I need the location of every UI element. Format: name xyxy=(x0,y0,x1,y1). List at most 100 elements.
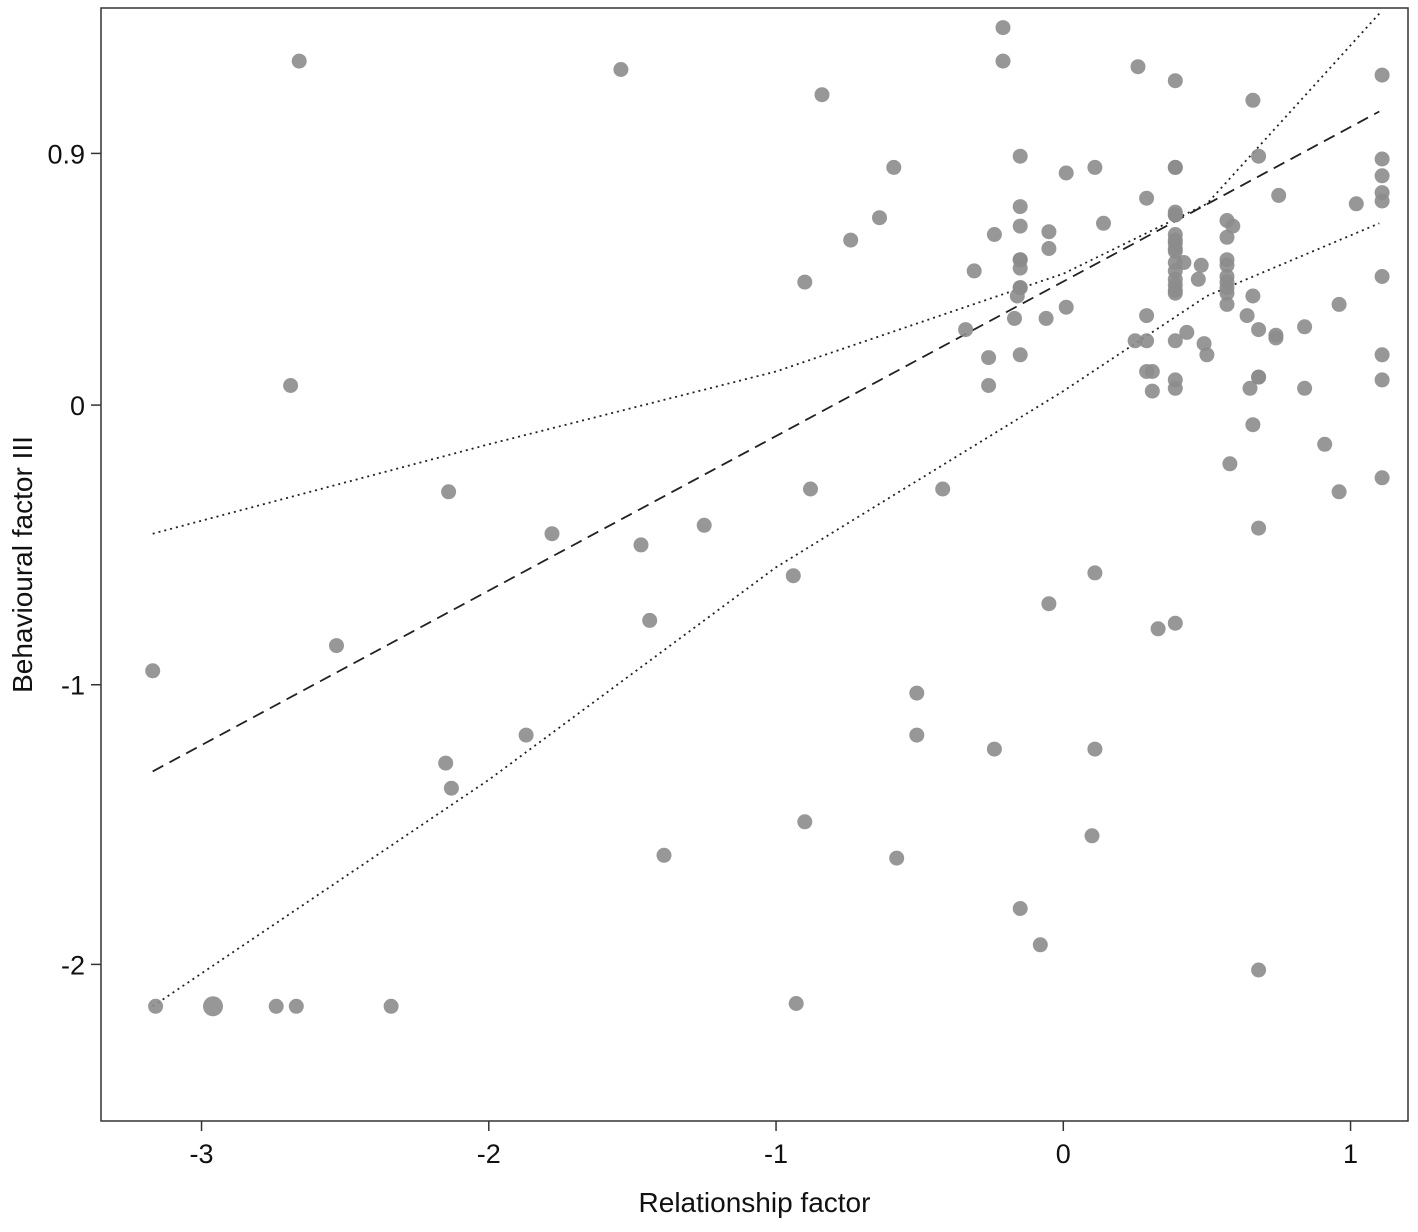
data-point xyxy=(785,568,801,584)
data-point xyxy=(1167,159,1183,175)
data-point xyxy=(1084,828,1100,844)
data-point xyxy=(788,996,804,1011)
data-point xyxy=(1041,241,1057,256)
data-point xyxy=(1041,224,1057,240)
data-point xyxy=(1167,207,1183,223)
data-point xyxy=(1219,229,1235,245)
data-point xyxy=(1374,372,1390,388)
lower-confidence-line xyxy=(152,222,1380,1008)
data-point xyxy=(935,481,951,497)
y-tick-label: 0 xyxy=(70,391,85,421)
data-point xyxy=(981,378,997,393)
data-point xyxy=(696,517,712,533)
data-point xyxy=(329,638,344,654)
data-point xyxy=(1251,322,1267,338)
data-point xyxy=(656,847,672,863)
data-point xyxy=(995,20,1011,36)
data-point xyxy=(1374,347,1390,363)
data-point xyxy=(1374,151,1390,167)
data-point xyxy=(1331,296,1347,312)
data-point xyxy=(1348,196,1364,212)
data-point xyxy=(1297,380,1313,396)
data-point xyxy=(1374,269,1390,284)
data-point xyxy=(438,755,454,771)
data-point xyxy=(1239,308,1255,324)
data-point xyxy=(1139,333,1155,349)
data-point xyxy=(958,322,974,338)
data-point xyxy=(1193,257,1209,273)
data-point xyxy=(1317,436,1333,452)
data-point xyxy=(1038,310,1054,326)
data-point xyxy=(1268,330,1284,346)
data-point xyxy=(1245,92,1261,108)
data-point xyxy=(1012,148,1028,164)
x-tick-label: 1 xyxy=(1343,1139,1358,1169)
data-point xyxy=(613,62,629,77)
data-point xyxy=(1245,417,1261,433)
data-point xyxy=(1245,288,1261,304)
data-point xyxy=(291,53,307,69)
x-tick-label: 0 xyxy=(1056,1139,1071,1169)
data-point xyxy=(544,526,560,542)
data-point xyxy=(1144,383,1160,399)
data-point xyxy=(443,780,459,796)
data-point xyxy=(803,481,818,497)
data-point xyxy=(1374,67,1390,83)
data-point xyxy=(1087,565,1103,581)
data-point xyxy=(1058,299,1074,315)
data-point xyxy=(283,378,299,393)
data-point xyxy=(1179,324,1195,340)
data-point xyxy=(1167,243,1183,259)
data-point xyxy=(1374,470,1390,486)
data-point xyxy=(909,727,925,743)
data-point xyxy=(966,263,982,279)
data-point xyxy=(1058,165,1074,181)
data-point xyxy=(1374,168,1390,184)
y-tick-label: -2 xyxy=(61,950,85,980)
data-point xyxy=(1127,333,1143,349)
data-point xyxy=(995,53,1011,69)
y-tick-label: -1 xyxy=(61,671,85,701)
data-point xyxy=(1219,257,1235,273)
data-point xyxy=(1009,288,1025,304)
data-point xyxy=(1012,218,1028,234)
data-point xyxy=(268,998,284,1014)
data-point xyxy=(1007,310,1022,326)
x-tick-label: -2 xyxy=(477,1139,501,1169)
data-point xyxy=(909,685,925,701)
data-point xyxy=(886,159,902,175)
data-point xyxy=(1087,159,1103,175)
data-point xyxy=(981,350,997,366)
data-point xyxy=(986,741,1002,757)
data-point xyxy=(383,998,399,1014)
data-point xyxy=(1041,596,1057,612)
data-point xyxy=(203,996,223,1017)
data-point xyxy=(1251,962,1267,978)
data-point xyxy=(1222,456,1238,472)
data-point xyxy=(288,998,304,1014)
x-tick-label: -3 xyxy=(190,1139,214,1169)
axes: -3 -2 -1 0 1 -2 -1 0 0.9 xyxy=(47,139,1358,1169)
data-point xyxy=(1219,296,1235,312)
data-point xyxy=(1196,336,1212,352)
y-axis-title: Behavioural factor III xyxy=(7,436,38,693)
data-point xyxy=(1130,59,1146,75)
data-point xyxy=(1242,380,1258,396)
data-point xyxy=(1150,621,1166,637)
y-tick-label: 0.9 xyxy=(47,139,85,169)
data-point xyxy=(843,232,859,248)
data-point xyxy=(1012,260,1028,276)
data-point xyxy=(1167,333,1183,349)
data-points xyxy=(145,20,1390,1017)
data-point xyxy=(1190,271,1206,287)
data-point xyxy=(148,998,164,1014)
upper-confidence-line xyxy=(152,12,1380,535)
data-point xyxy=(1167,73,1183,89)
data-point xyxy=(1167,285,1183,301)
data-point xyxy=(1251,520,1267,536)
plot-area-frame xyxy=(100,7,1409,1122)
data-point xyxy=(889,850,905,866)
